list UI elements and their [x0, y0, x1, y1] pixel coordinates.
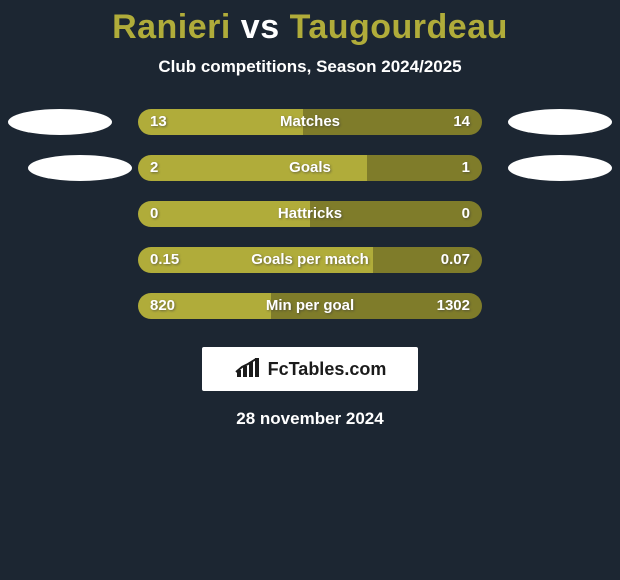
- title-vs: vs: [241, 8, 280, 46]
- title-left-player: Ranieri: [112, 8, 231, 46]
- metric-label: Hattricks: [138, 201, 482, 227]
- comparison-infographic: Ranieri vs Taugourdeau Club competitions…: [0, 0, 620, 580]
- chart-icon-bar: [243, 366, 247, 377]
- metric-bar: 8201302Min per goal: [138, 293, 482, 319]
- metric-row: 8201302Min per goal: [0, 293, 620, 319]
- logo-text: FcTables.com: [268, 359, 387, 380]
- chart-icon-bar: [255, 358, 259, 377]
- metric-row: 00Hattricks: [0, 201, 620, 227]
- player-marker-right: [508, 155, 612, 181]
- metric-bar: 0.150.07Goals per match: [138, 247, 482, 273]
- player-marker-right: [508, 109, 612, 135]
- logo-box: FcTables.com: [202, 347, 418, 391]
- page-title: Ranieri vs Taugourdeau: [0, 0, 620, 47]
- datestamp: 28 november 2024: [0, 409, 620, 429]
- metric-label: Min per goal: [138, 293, 482, 319]
- chart-icon-bar: [249, 362, 253, 377]
- metric-row: 1314Matches: [0, 109, 620, 135]
- player-marker-left: [8, 109, 112, 135]
- metric-bar: 00Hattricks: [138, 201, 482, 227]
- metric-row: 21Goals: [0, 155, 620, 181]
- chart-icon: [234, 358, 262, 380]
- metric-row: 0.150.07Goals per match: [0, 247, 620, 273]
- metric-label: Matches: [138, 109, 482, 135]
- metric-bar: 1314Matches: [138, 109, 482, 135]
- title-right-player: Taugourdeau: [290, 8, 508, 46]
- subtitle: Club competitions, Season 2024/2025: [0, 57, 620, 77]
- metric-bar: 21Goals: [138, 155, 482, 181]
- metric-label: Goals: [138, 155, 482, 181]
- metric-label: Goals per match: [138, 247, 482, 273]
- player-marker-left: [28, 155, 132, 181]
- metric-rows: 1314Matches 21Goals 00Hattricks 0.150.07Goa…: [0, 109, 620, 319]
